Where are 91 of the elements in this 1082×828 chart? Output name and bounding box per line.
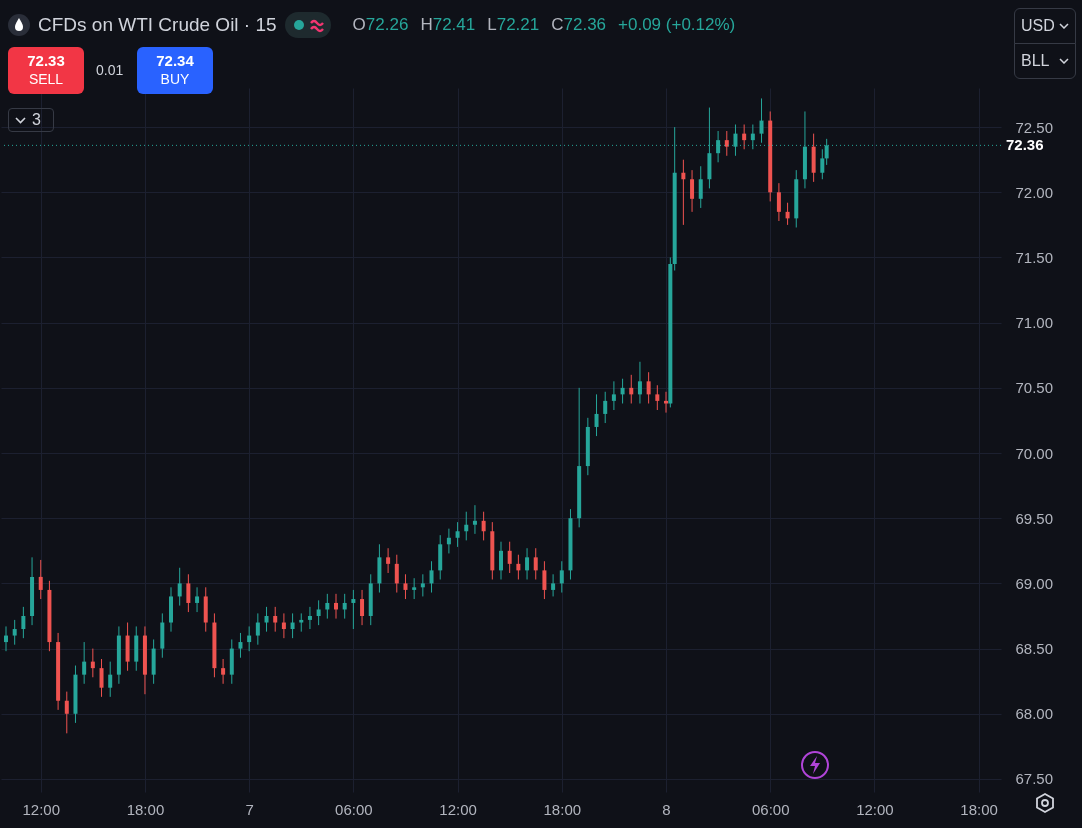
candlestick: [247, 625, 252, 652]
candlestick: [481, 511, 486, 541]
candlestick: [420, 573, 425, 597]
x-tick-label: 7: [245, 800, 254, 818]
candlestick: [499, 541, 503, 580]
candlestick: [290, 612, 295, 639]
candlestick: [403, 573, 408, 600]
candlestick: [629, 374, 634, 404]
candlestick: [316, 599, 321, 626]
candlestick: [334, 593, 338, 620]
x-tick-label: 18:00: [126, 800, 165, 818]
candlestick: [446, 528, 451, 554]
candlestick: [108, 661, 113, 698]
y-tick-label: 70.50: [1015, 379, 1054, 397]
candlestick: [99, 658, 104, 698]
candlestick: [351, 589, 356, 630]
y-tick-label: 69.50: [1015, 509, 1054, 527]
candlestick: [307, 606, 312, 630]
candlestick: [533, 547, 538, 580]
candlestick: [38, 559, 43, 600]
candlestick: [655, 384, 660, 411]
candlestick: [542, 560, 547, 600]
candlestick: [264, 606, 269, 633]
candlestick: [386, 547, 391, 574]
text: SELL: [27, 70, 65, 89]
annotation: 3: [32, 111, 41, 129]
x-tick-label: 18:00: [543, 800, 582, 818]
candlestick: [255, 612, 260, 646]
candlestick: [21, 606, 26, 639]
candlestick: [559, 560, 564, 594]
candlestick: [177, 567, 182, 607]
x-tick-label: 06:00: [335, 800, 373, 818]
candlestick: [507, 541, 512, 574]
text: BLL: [1021, 52, 1050, 70]
candlestick: [342, 593, 347, 620]
candlestick: [464, 511, 469, 541]
candlestick: [620, 378, 625, 404]
text: L72.21: [487, 15, 540, 34]
candlestick: [429, 560, 434, 594]
candlestick: [64, 691, 69, 734]
y-tick-label: 72.50: [1015, 118, 1054, 136]
y-tick-label: 70.00: [1015, 444, 1054, 462]
ref-line-label: 72.36: [1006, 136, 1044, 154]
candlestick: [412, 577, 417, 600]
candlestick: [637, 361, 642, 404]
candlestick: [273, 606, 278, 633]
y-tick-label: 72.00: [1015, 183, 1054, 201]
y-tick-label: 69.00: [1015, 574, 1054, 592]
text: O72.26: [352, 15, 409, 34]
x-tick-label: 12:00: [439, 800, 477, 818]
text: 72.33: [26, 51, 66, 70]
y-tick-label: 71.50: [1015, 248, 1054, 266]
x-tick-label: 12:00: [22, 800, 61, 818]
candlestick: [611, 380, 616, 411]
candlestick: [195, 586, 200, 613]
candlestick: [82, 641, 87, 685]
text: 0.01: [96, 62, 124, 78]
chart-title: CFDs on WTI Crude Oil · 15: [38, 14, 277, 36]
candlestick: [516, 554, 521, 580]
x-tick-label: 8: [662, 800, 671, 818]
text: H72.41: [420, 15, 476, 34]
candlestick: [238, 632, 243, 659]
candlestick: [594, 393, 599, 437]
x-tick-label: 12:00: [856, 800, 894, 818]
x-tick-label: 06:00: [751, 800, 790, 818]
candlestick: [221, 658, 226, 685]
candlestick: [472, 504, 477, 535]
y-tick-label: 68.50: [1015, 640, 1054, 658]
text: +0.09 (+0.12%): [618, 15, 736, 35]
candlestick: [186, 573, 191, 613]
text: BUY: [159, 70, 191, 89]
candlestick: [90, 648, 95, 678]
candlestick: [299, 612, 304, 633]
candlestick: [525, 547, 530, 580]
text: C72.36: [551, 15, 607, 34]
candlestick: [360, 589, 365, 626]
candlestick: [4, 625, 8, 652]
candlestick: [281, 612, 286, 639]
candlestick: [603, 391, 608, 424]
y-tick-label: 71.00: [1015, 314, 1054, 332]
text: 72.34: [155, 51, 195, 70]
text: USD: [1021, 17, 1055, 35]
y-tick-label: 67.50: [1015, 770, 1054, 788]
candlestick: [394, 554, 399, 594]
y-tick-label: 68.00: [1015, 705, 1054, 723]
x-tick-label: 18:00: [960, 800, 998, 818]
candlestick: [12, 619, 17, 646]
candlestick: [325, 593, 330, 620]
candlestick: [551, 573, 556, 597]
candlestick: [455, 521, 460, 548]
candlestick: [646, 371, 651, 404]
